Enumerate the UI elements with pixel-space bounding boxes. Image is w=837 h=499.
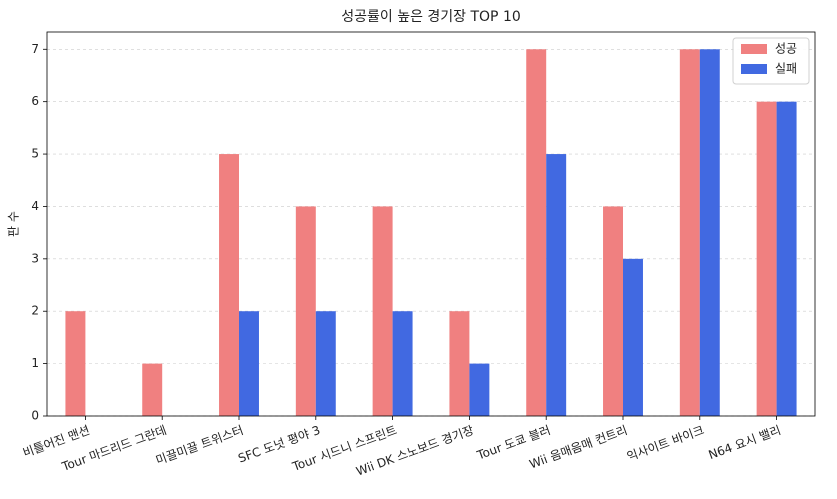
y-axis-label: 판 수: [7, 211, 21, 237]
x-tick-label: 미끌미끌 트위스터: [154, 423, 245, 468]
legend-swatch: [741, 44, 767, 54]
bar: [239, 311, 259, 416]
chart-title: 성공률이 높은 경기장 TOP 10: [341, 9, 521, 25]
bar: [526, 49, 547, 417]
bar: [546, 154, 567, 417]
y-tick-label: 7: [31, 42, 39, 56]
legend-label: 실패: [775, 62, 797, 76]
bar: [392, 311, 413, 416]
y-tick-label: 2: [31, 304, 39, 318]
bar: [142, 363, 163, 416]
x-tick-label: 익사이트 바이크: [625, 423, 706, 464]
bar: [219, 154, 239, 417]
bar: [756, 101, 777, 417]
bar: [449, 311, 470, 416]
y-tick-label: 1: [31, 356, 39, 370]
legend-label: 성공: [775, 42, 797, 56]
y-tick-label: 6: [31, 94, 39, 108]
bar: [372, 206, 393, 416]
bar: [315, 311, 336, 416]
y-tick-label: 0: [31, 409, 39, 423]
y-tick-label: 4: [31, 199, 39, 213]
legend-swatch: [741, 64, 767, 74]
bar: [65, 311, 86, 416]
y-tick-label: 3: [31, 251, 39, 265]
bar: [699, 49, 720, 417]
bar: [776, 101, 797, 417]
y-tick-label: 5: [31, 147, 39, 161]
bar: [679, 49, 700, 417]
x-tick-label: N64 요시 밸리: [707, 423, 783, 462]
bar: [623, 258, 643, 416]
bar: [603, 206, 623, 416]
plot-frame: [46, 31, 816, 417]
bar: [469, 363, 490, 416]
bar: [295, 206, 316, 416]
